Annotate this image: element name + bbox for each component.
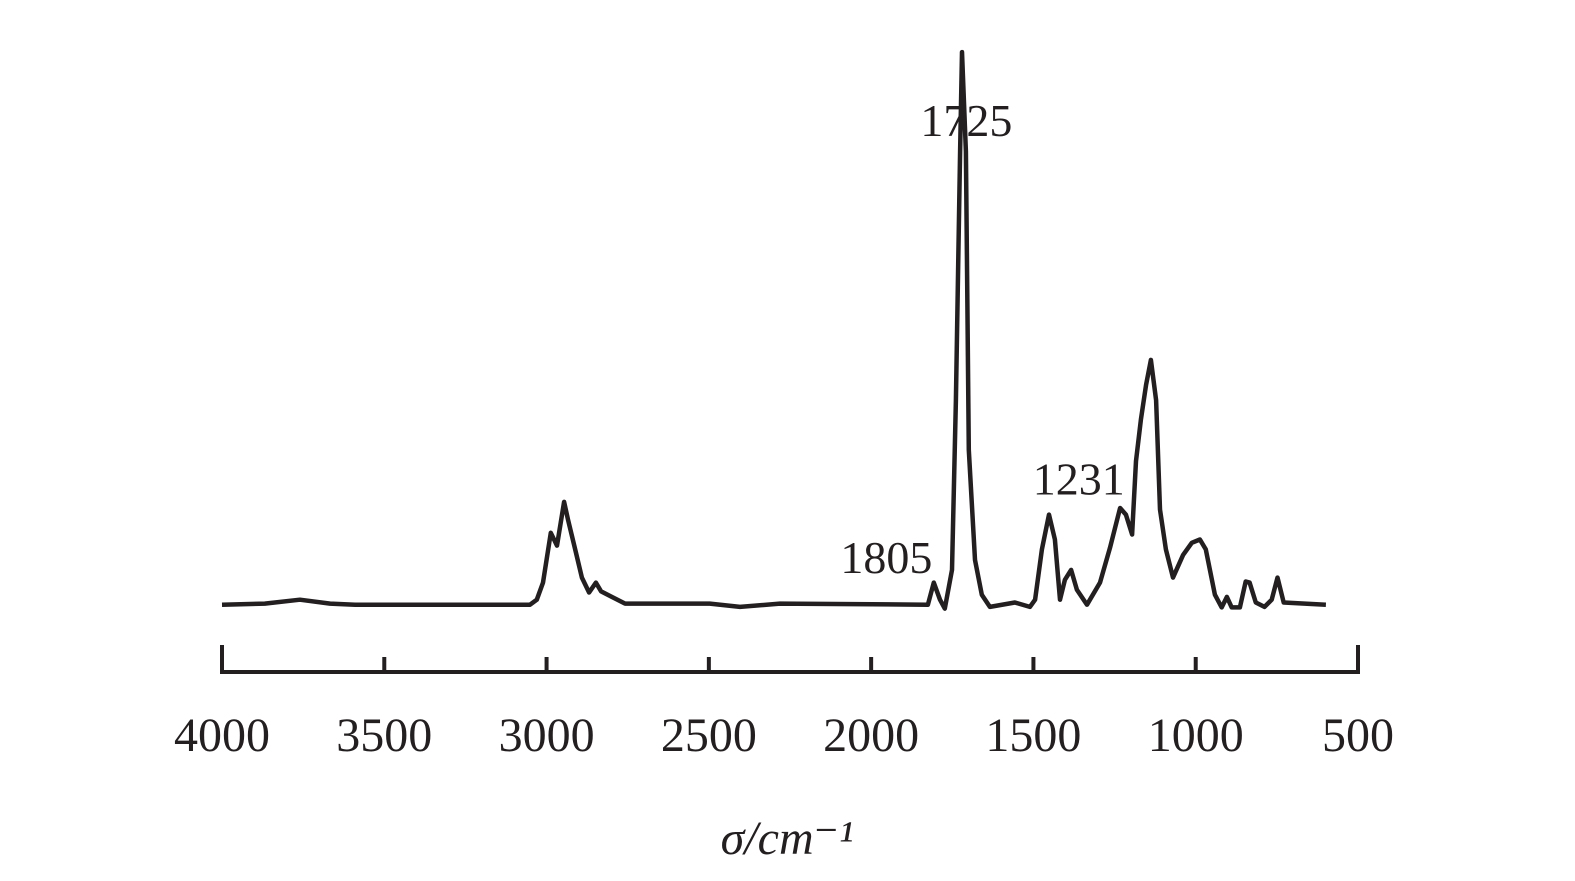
x-tick-label: 4000 bbox=[174, 709, 270, 762]
x-tick-label: 3000 bbox=[499, 709, 595, 762]
x-axis-label: σ/cm⁻¹ bbox=[721, 812, 854, 865]
x-tick-label: 2500 bbox=[661, 709, 757, 762]
peak-annotation: 1231 bbox=[1033, 454, 1125, 505]
peak-annotation: 1725 bbox=[920, 95, 1012, 146]
x-tick-label: 3500 bbox=[336, 709, 432, 762]
peak-annotation: 1805 bbox=[840, 532, 932, 583]
spectrum-line bbox=[221, 49, 1327, 611]
x-tick-label: 2000 bbox=[823, 709, 919, 762]
x-tick-label: 500 bbox=[1322, 709, 1394, 762]
x-tick-label: 1500 bbox=[985, 709, 1081, 762]
x-tick-label: 1000 bbox=[1148, 709, 1244, 762]
